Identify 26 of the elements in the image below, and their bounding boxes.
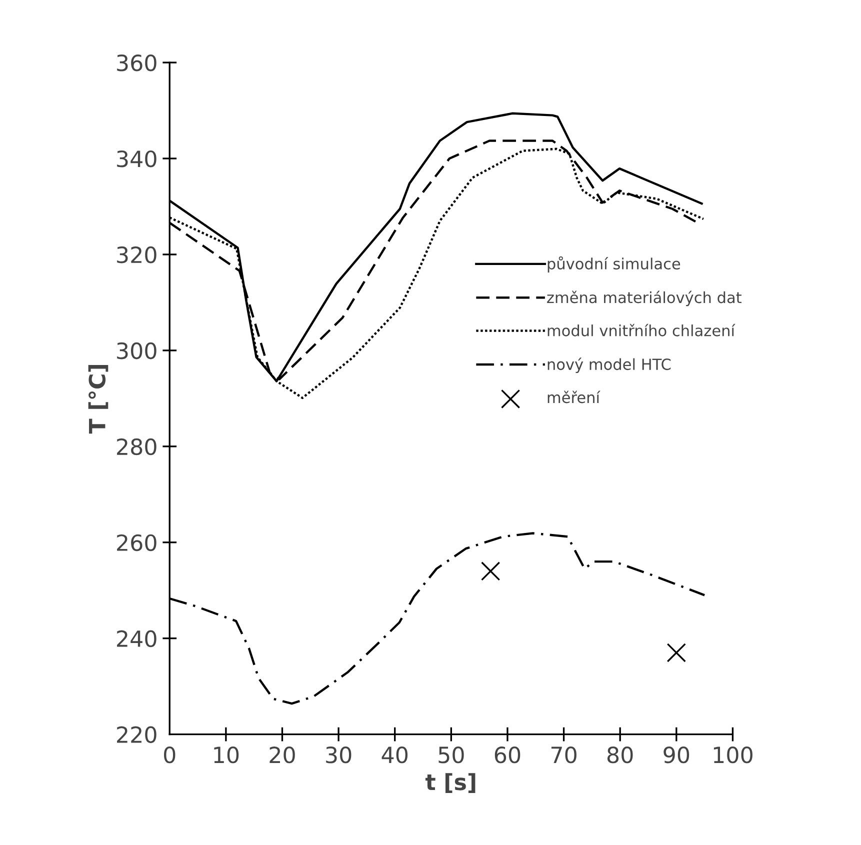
- x-tick-label: 30: [326, 746, 352, 764]
- x-tick-label: 40: [382, 746, 408, 764]
- x-tick-label: 50: [438, 746, 464, 764]
- y-tick-label: 340: [117, 150, 156, 168]
- legend-label: nový model HTC: [548, 358, 671, 374]
- y-tick-label: 280: [117, 438, 156, 456]
- y-tick-label: 220: [117, 726, 156, 744]
- legend-label: modul vnitřního chlazení: [548, 324, 736, 336]
- y-tick-label: 360: [117, 54, 156, 72]
- legend-label: měření: [548, 390, 600, 404]
- legend-label: změna materiálových dat: [547, 290, 742, 306]
- x-tick-label: 90: [664, 746, 690, 764]
- x-tick-label: 60: [494, 746, 520, 764]
- y-tick-label: 240: [117, 630, 156, 648]
- x-tick-label: 100: [714, 746, 752, 764]
- x-tick-label: 20: [270, 746, 295, 764]
- x-tick-label: 80: [607, 746, 633, 764]
- y-tick-label: 320: [117, 246, 156, 264]
- x-tick-label: 0: [164, 746, 176, 764]
- x-tick-label: 70: [551, 746, 576, 764]
- x-axis-title: t [s]: [426, 773, 476, 793]
- x-tick-label: 10: [214, 746, 239, 764]
- legend-label: původní simulace: [548, 256, 680, 272]
- y-tick-label: 300: [117, 342, 156, 360]
- y-axis-title: T [°C]: [88, 365, 108, 434]
- y-tick-label: 260: [117, 534, 156, 552]
